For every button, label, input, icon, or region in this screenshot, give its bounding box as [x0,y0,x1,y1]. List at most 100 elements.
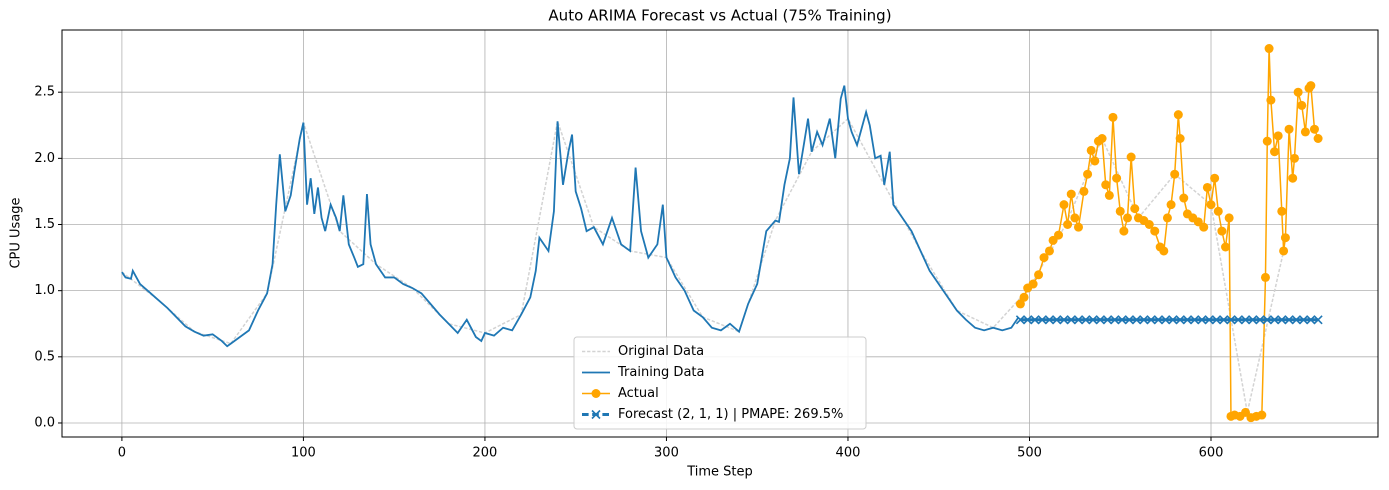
legend-marker [591,389,601,398]
data-point [1290,153,1300,163]
data-point [1081,315,1091,325]
data-point [1108,112,1118,122]
data-point [1264,44,1274,54]
data-point [1023,315,1033,325]
data-point [1273,131,1283,141]
data-point [1066,189,1076,199]
data-point [1284,124,1294,134]
data-point [1015,299,1025,309]
data-point [1280,233,1290,243]
data-point [1248,315,1258,325]
data-point [1052,315,1062,325]
legend-label: Actual [618,386,659,401]
data-point [1039,253,1049,263]
data-point [1153,315,1163,325]
series-line [121,85,1020,348]
data-point [1139,315,1149,325]
data-point [1240,315,1251,325]
data-point [1213,206,1223,216]
y-tick-label: 2.5 [34,85,55,100]
legend: Original Data Training Data Actual Forecast… [573,336,867,430]
data-point [1291,315,1301,325]
legend-label: Original Data [618,344,704,359]
data-point [1262,136,1272,146]
data-point [1028,279,1038,289]
data-point [1161,315,1171,325]
data-point [1173,110,1183,120]
data-point [1095,315,1105,325]
data-point [1190,315,1200,325]
data-point [1279,246,1289,256]
data-point [1073,222,1083,232]
data-point [1269,315,1280,325]
data-point [1293,87,1303,97]
data-point [1119,226,1129,236]
x-tick-label: 500 [1017,446,1042,461]
legend-marker [591,409,601,420]
data-point [1306,81,1316,91]
data-point [1063,220,1073,230]
data-point [1124,315,1134,325]
data-point [1202,182,1212,192]
data-point [1059,200,1069,210]
x-tick-label: 400 [836,446,861,461]
data-point [1088,315,1098,325]
data-point [1204,315,1214,325]
data-point [1284,315,1294,325]
data-point [1101,180,1111,190]
data-point [1090,156,1100,166]
data-point [1104,190,1114,200]
data-point [1166,200,1176,210]
data-point [1146,315,1156,325]
data-point [1309,124,1319,134]
data-point [1197,315,1207,325]
data-point [1206,200,1216,210]
data-point [1288,173,1298,183]
data-point [1168,315,1178,325]
data-point [1150,226,1160,236]
y-tick-label: 0.5 [34,349,55,364]
data-point [1019,292,1029,302]
data-point [1313,133,1323,143]
data-point [1015,315,1025,325]
x-tick-label: 200 [473,446,498,461]
data-point [1210,173,1220,183]
data-point [1086,145,1096,155]
data-point [1034,270,1044,280]
data-point [1130,204,1140,214]
data-point [1097,133,1107,143]
data-point [1306,315,1316,325]
data-point [1037,315,1047,325]
data-point [1224,213,1234,223]
data-point [1030,315,1040,325]
x-axis-label: Time Step [686,465,753,480]
y-tick-label: 0.0 [34,415,55,430]
data-point [1123,213,1133,223]
legend-label: Forecast (2, 1, 1) | PMAPE: 269.5% [618,407,843,422]
data-point [1297,100,1307,110]
data-point [1110,315,1120,325]
data-point [1044,246,1054,256]
data-point [1162,213,1172,223]
data-point [1313,315,1323,325]
data-point [1144,220,1154,230]
data-point [1102,315,1113,325]
data-point [1175,315,1185,325]
data-point [1112,173,1122,183]
data-point [1226,315,1236,325]
data-point [1079,186,1089,196]
data-point [1126,152,1136,162]
x-tick-label: 300 [654,446,679,461]
data-point [1083,169,1093,179]
y-tick-label: 2.0 [34,151,55,166]
data-point [1233,315,1243,325]
data-point [1199,222,1209,232]
plot-frame [61,29,1379,438]
chart-title: Auto ARIMA Forecast vs Actual (75% Train… [548,7,891,25]
data-point [1277,315,1287,325]
data-point [1066,315,1076,325]
data-point [1073,315,1084,325]
legend-label: Training Data [617,365,704,380]
